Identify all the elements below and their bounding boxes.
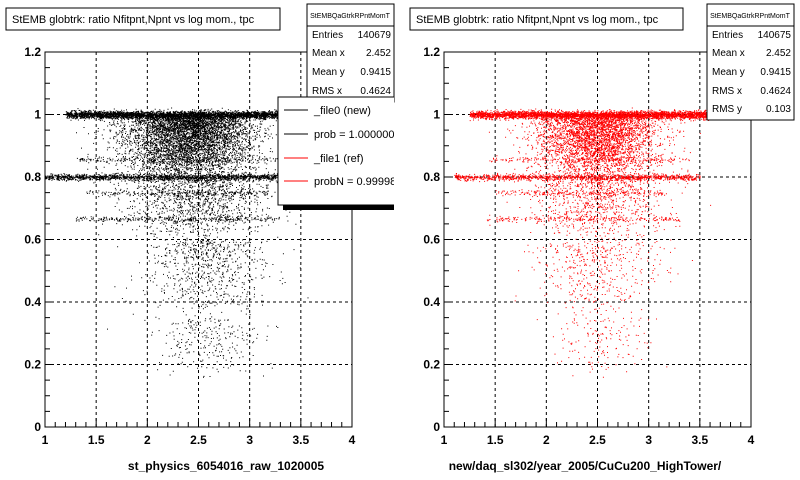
right-stats-label: RMS y <box>712 104 742 115</box>
x-tick-label: 2.5 <box>190 433 207 447</box>
y-tick-label: 0.6 <box>423 233 440 247</box>
y-tick-label: 0.8 <box>423 170 440 184</box>
left-stats-frame <box>306 3 395 103</box>
right-title: StEMB globtrk: ratio Nfitpnt,Npnt vs log… <box>416 14 659 26</box>
y-tick-label: 0.2 <box>423 358 440 372</box>
left-title-box <box>5 7 281 31</box>
x-tick-label: 4 <box>748 433 755 447</box>
y-tick-label: 1 <box>433 108 440 122</box>
left-stats-name: StEMBQaGtrkRPntMomT <box>310 13 390 20</box>
left-axes: 1 1.5 2 2.5 3 3.5 4 0 0.2 0.4 0.6 0.8 1 1.2 <box>24 45 355 447</box>
x-tick-label: 3 <box>645 433 652 447</box>
y-tick-label: 1.2 <box>24 45 41 59</box>
x-tick-label: 2 <box>144 433 151 447</box>
right-xlabel: new/daq_sl302/year_2005/CuCu200_HighTowe… <box>449 459 722 473</box>
y-tick-label: 1.2 <box>423 45 440 59</box>
x-tick-label: 2.5 <box>589 433 606 447</box>
left-stats-value: 140679 <box>358 30 392 41</box>
right-stats-name: StEMBQaGtrkRPntMomT <box>710 13 790 20</box>
right-stats-value: 140675 <box>758 30 792 41</box>
left-pad: StEMB globtrk: ratio Nfitpnt,Npnt vs log… <box>5 3 396 473</box>
left-stats-value: 0.4624 <box>360 86 391 97</box>
x-tick-label: 2 <box>543 433 550 447</box>
legend-label: _file0 (new) <box>313 105 371 117</box>
y-tick-label: 0.8 <box>24 170 41 184</box>
legend-frame <box>277 96 394 206</box>
y-tick-label: 0 <box>34 420 41 434</box>
y-tick-label: 0.4 <box>24 295 41 309</box>
scatter-points <box>45 107 312 378</box>
x-tick-label: 3.5 <box>691 433 708 447</box>
legend-label: probN = 0.99998 <box>314 176 396 188</box>
right-stats-box: StEMBQaGtrkRPntMomT Entries 140675 Mean … <box>706 3 795 121</box>
right-stats-value: 0.103 <box>766 104 791 115</box>
x-tick-label: 1 <box>441 433 448 447</box>
left-stats-label: Entries <box>312 30 343 41</box>
right-axes: 1 1.5 2 2.5 3 3.5 4 0 0.2 0.4 0.6 0.8 1 1.2 <box>423 45 754 447</box>
left-stats-label: RMS x <box>312 86 342 97</box>
y-tick-label: 0.2 <box>24 358 41 372</box>
left-stats-value: 0.9415 <box>360 67 391 78</box>
x-tick-label: 4 <box>349 433 356 447</box>
scatter-points <box>454 107 712 378</box>
left-stats-label: Mean y <box>312 67 345 78</box>
x-tick-label: 1.5 <box>88 433 105 447</box>
y-tick-label: 1 <box>34 108 41 122</box>
right-pad: StEMB globtrk: ratio Nfitpnt,Npnt vs log… <box>409 3 795 473</box>
right-points <box>454 107 712 378</box>
legend-label: prob = 1.000000 <box>314 129 394 141</box>
x-tick-label: 3.5 <box>292 433 309 447</box>
right-stats-label: RMS x <box>712 86 742 97</box>
x-tick-label: 1 <box>42 433 49 447</box>
right-stats-label: Mean x <box>712 48 745 59</box>
right-title-box <box>409 7 684 31</box>
left-stats-label: Mean x <box>312 48 345 59</box>
right-stats-value: 2.452 <box>766 48 791 59</box>
legend: _file0 (new) prob = 1.000000 _file1 (ref… <box>277 96 396 210</box>
left-title: StEMB globtrk: ratio Nfitpnt,Npnt vs log… <box>12 14 255 26</box>
legend-label: _file1 (ref) <box>313 153 364 165</box>
left-stats-value: 2.452 <box>366 48 391 59</box>
y-tick-label: 0 <box>433 420 440 434</box>
right-stats-label: Mean y <box>712 67 745 78</box>
right-stats-label: Entries <box>712 30 743 41</box>
left-xlabel: st_physics_6054016_raw_1020005 <box>128 459 324 473</box>
y-tick-label: 0.4 <box>423 295 440 309</box>
left-points <box>45 107 312 378</box>
y-tick-label: 0.6 <box>24 233 41 247</box>
right-stats-value: 0.4624 <box>760 86 791 97</box>
left-stats-box: StEMBQaGtrkRPntMomT Entries 140679 Mean … <box>306 3 395 103</box>
x-tick-label: 1.5 <box>487 433 504 447</box>
x-tick-label: 3 <box>246 433 253 447</box>
right-stats-value: 0.9415 <box>760 67 791 78</box>
right-stats-frame <box>706 3 795 121</box>
